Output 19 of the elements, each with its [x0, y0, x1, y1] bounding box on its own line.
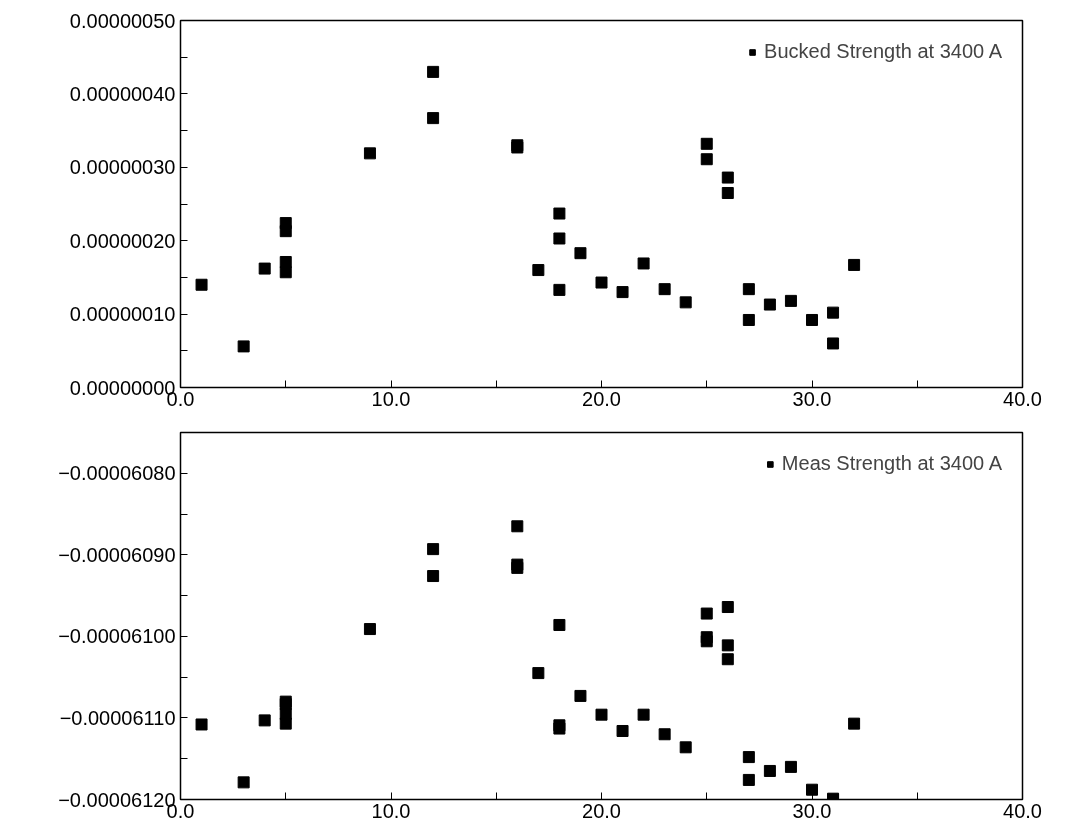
x-tick-label: 40.0: [1003, 799, 1042, 822]
x-tick-label: 30.0: [792, 387, 832, 410]
x-tick-label: 10.0: [371, 799, 411, 822]
y-tick-label: 0.00000030: [69, 156, 176, 179]
y-tick-label: 0.00000040: [69, 82, 176, 105]
legend-label: Meas Strength at 3400 A: [781, 452, 1002, 475]
legend-label: Bucked Strength at 3400 A: [764, 40, 1002, 63]
x-tick-label: 30.0: [792, 799, 832, 822]
y-tick-label: −0.00006100: [58, 625, 176, 648]
x-tick-label: 10.0: [371, 387, 411, 410]
x-tick-label: 20.0: [582, 387, 621, 410]
y-tick-label: 0.00000010: [69, 303, 176, 326]
x-tick-label: 20.0: [582, 799, 621, 822]
y-tick-label: 0.00000020: [69, 229, 176, 252]
y-tick-label: −0.00006080: [58, 462, 176, 485]
y-tick-label: −0.00006110: [59, 706, 176, 729]
y-tick-label: 0.00000050: [69, 9, 176, 32]
x-tick-label: 40.0: [1003, 387, 1042, 410]
y-tick-label: −0.00006090: [58, 543, 176, 566]
